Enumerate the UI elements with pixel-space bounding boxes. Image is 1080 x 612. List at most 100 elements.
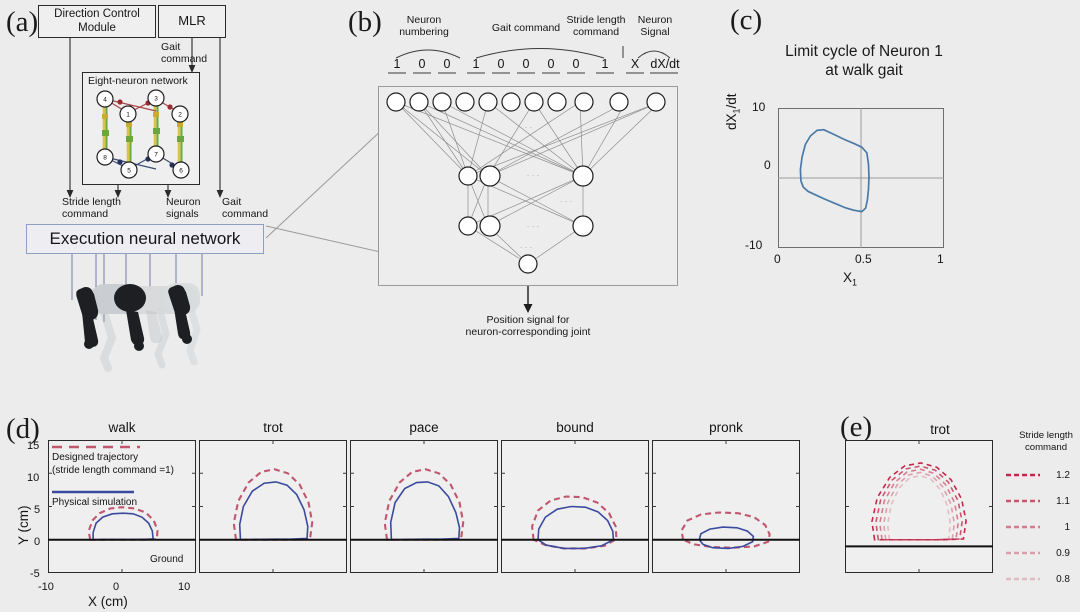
trajectory-designed bbox=[680, 511, 771, 549]
panel-c-ylabel: dX1/dt bbox=[724, 93, 742, 130]
svg-text:0: 0 bbox=[523, 57, 530, 71]
svg-text:3: 3 bbox=[154, 95, 158, 102]
stride-curve-1.1 bbox=[875, 465, 963, 541]
panel-d-xtick-0: 0 bbox=[113, 581, 120, 593]
panel-d-label: (d) bbox=[6, 413, 40, 445]
panel-d-title-pronk: pronk bbox=[709, 420, 743, 435]
panel-b-input-vector: 1 0 0 1 0 0 0 0 1 X dX/dt bbox=[380, 56, 680, 78]
stride-length-command-group-label: Stride length command bbox=[566, 14, 626, 39]
panel-a-label: (a) bbox=[6, 6, 39, 38]
legend-designed-label: Designed trajectory (stride length comma… bbox=[52, 452, 175, 476]
panel-d-title-pace: pace bbox=[409, 420, 439, 435]
stride-curve-0.9 bbox=[882, 471, 956, 541]
legend-label-1.1: 1.1 bbox=[1056, 495, 1070, 507]
panel-e-plot bbox=[845, 440, 993, 573]
legend-row-0.9: 0.9 bbox=[1006, 540, 1080, 566]
panel-d-title-walk: walk bbox=[108, 420, 136, 435]
legend-row-1: 1 bbox=[1006, 514, 1080, 540]
panel-c-ytick-neg10: -10 bbox=[745, 238, 763, 252]
svg-text:· · ·: · · · bbox=[560, 197, 572, 206]
legend-row-1.2: 1.2 bbox=[1006, 462, 1080, 488]
panel-b-network-frame bbox=[378, 86, 678, 286]
panel-d-xtick-10: 10 bbox=[178, 581, 191, 593]
mlr-box: MLR bbox=[158, 5, 226, 38]
neuron-signal-group-label: Neuron Signal bbox=[637, 14, 673, 39]
trajectory-designed bbox=[383, 468, 465, 541]
svg-text:1: 1 bbox=[394, 57, 401, 71]
panel-b-output-caption: Position signal for neuron-corresponding… bbox=[465, 314, 591, 339]
panel-d-xlabel: X (cm) bbox=[88, 594, 128, 609]
svg-text:6: 6 bbox=[179, 167, 183, 174]
trajectory-designed bbox=[232, 468, 314, 541]
legend-swatch-1 bbox=[1006, 525, 1040, 529]
svg-text:· · ·: · · · bbox=[520, 123, 532, 132]
svg-text:7: 7 bbox=[154, 151, 158, 158]
legend-designed-swatch bbox=[52, 445, 140, 449]
svg-text:1: 1 bbox=[473, 57, 480, 71]
svg-text:4: 4 bbox=[103, 96, 107, 103]
trajectory-physical bbox=[238, 481, 309, 541]
panel-c-ytick-10: 10 bbox=[752, 100, 766, 114]
trajectory-designed bbox=[87, 506, 159, 541]
legend-label-0.9: 0.9 bbox=[1056, 547, 1070, 559]
legend-swatch-0.8 bbox=[1006, 577, 1040, 581]
neuron-signals-label: Neuron signals bbox=[166, 196, 201, 221]
svg-text:X: X bbox=[631, 57, 640, 71]
panel-c-xlabel: X1 bbox=[843, 270, 858, 288]
execution-neural-network-box: Execution neural network bbox=[26, 224, 264, 254]
gait-command-top-label: Gait command bbox=[161, 41, 208, 66]
direction-control-module-label: Direction Control Module bbox=[54, 8, 140, 34]
panel-b-label: (b) bbox=[348, 6, 382, 38]
panel-d-frame-pronk bbox=[652, 440, 800, 573]
panel-e-frame bbox=[845, 440, 993, 573]
svg-text:0: 0 bbox=[419, 57, 426, 71]
panel-d-frame-trot bbox=[199, 440, 347, 573]
mlr-label: MLR bbox=[178, 13, 206, 29]
panel-c-label: (c) bbox=[730, 4, 763, 36]
svg-text:1: 1 bbox=[126, 111, 130, 118]
panel-c-xtick-05: 0.5 bbox=[855, 252, 872, 266]
stride-curve-1 bbox=[878, 468, 960, 541]
panel-d-ytick-10: 10 bbox=[27, 472, 40, 484]
svg-text:0: 0 bbox=[548, 57, 555, 71]
panel-e-label: (e) bbox=[840, 411, 873, 443]
ground-label: Ground bbox=[150, 554, 184, 565]
stride-length-command-label: Stride length command bbox=[62, 196, 121, 221]
panel-d-plot-bound bbox=[501, 440, 649, 573]
quadruped-robot-image bbox=[76, 283, 201, 372]
legend-label-1: 1 bbox=[1064, 521, 1070, 533]
panel-d-plot-walk bbox=[48, 440, 196, 573]
legend-label-0.8: 0.8 bbox=[1056, 573, 1070, 585]
svg-text:0: 0 bbox=[498, 57, 505, 71]
panel-b-output-arrow bbox=[523, 286, 533, 313]
panel-d-plot-trot bbox=[199, 440, 347, 573]
legend-swatch-1.2 bbox=[1006, 473, 1040, 477]
trajectory-physical bbox=[698, 526, 755, 550]
stride-curve-1.2 bbox=[871, 462, 967, 541]
panel-d-ylabel: Y (cm) bbox=[16, 505, 31, 546]
gait-command-right-label: Gait command bbox=[222, 196, 269, 221]
svg-text:· · ·: · · · bbox=[520, 243, 532, 252]
svg-text:1: 1 bbox=[602, 57, 609, 71]
legend-row-1.1: 1.1 bbox=[1006, 488, 1080, 514]
svg-text:· · ·: · · · bbox=[527, 171, 539, 180]
panel-d-plot-pace bbox=[350, 440, 498, 573]
eight-neuron-graph: 4 1 3 2 8 5 7 6 bbox=[96, 89, 190, 179]
eight-neuron-network-title: Eight-neuron network bbox=[88, 75, 188, 87]
direction-control-module-box: Direction Control Module bbox=[38, 5, 156, 38]
panel-d-ytick-0: 0 bbox=[34, 536, 41, 548]
panel-c-ytick-0: 0 bbox=[764, 158, 771, 172]
panel-d-title-trot: trot bbox=[263, 420, 283, 435]
panel-b-group-braces bbox=[395, 46, 671, 59]
panel-e-legend: 1.2 1.1 1 0.9 0.8 bbox=[1006, 462, 1080, 592]
legend-physical-label: Physical simulation bbox=[52, 497, 138, 508]
panel-d-ytick-neg5: -5 bbox=[30, 568, 40, 580]
panel-d-ytick-15: 15 bbox=[27, 440, 40, 452]
trajectory-physical bbox=[537, 505, 615, 550]
panel-d-title-bound: bound bbox=[556, 420, 594, 435]
legend-row-0.8: 0.8 bbox=[1006, 566, 1080, 592]
legend-physical-swatch bbox=[52, 490, 134, 494]
panel-d-xtick-neg10: -10 bbox=[38, 581, 54, 593]
legend-swatch-0.9 bbox=[1006, 551, 1040, 555]
panel-d-plot-pronk bbox=[652, 440, 800, 573]
